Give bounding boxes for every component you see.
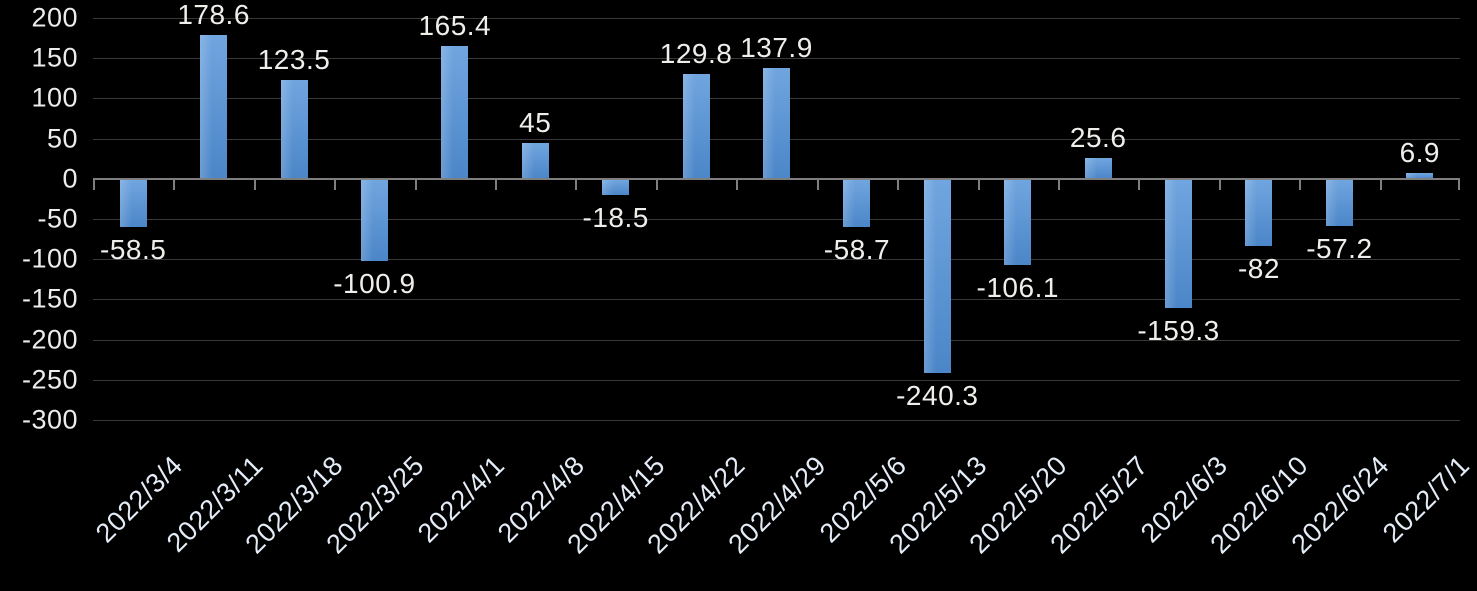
bar: [763, 67, 790, 179]
y-tick-label: -100: [21, 243, 78, 274]
bar: [1406, 173, 1434, 179]
axis-tick: [977, 179, 980, 190]
y-tick-label: 0: [62, 163, 78, 194]
bar: [602, 179, 630, 195]
axis-tick: [334, 179, 337, 190]
axis-tick: [173, 179, 176, 190]
y-tick-label: -200: [21, 324, 78, 355]
y-tick-label: -150: [21, 283, 78, 314]
bar: [1004, 179, 1032, 266]
y-tick-label: 50: [46, 123, 78, 154]
data-label: 129.8: [659, 38, 733, 70]
data-label: -100.9: [333, 267, 416, 299]
y-tick-label: 200: [31, 2, 78, 33]
gridline: [93, 339, 1460, 341]
axis-tick: [1057, 179, 1060, 190]
bar: [200, 35, 228, 179]
bar: [923, 179, 951, 373]
axis-tick: [1299, 179, 1302, 190]
x-tick-label: 2022/4/1: [411, 450, 511, 549]
data-label: -57.2: [1306, 232, 1373, 264]
data-label: -58.5: [100, 233, 167, 265]
gridline: [93, 420, 1460, 421]
bar: [521, 142, 549, 179]
axis-tick: [1379, 179, 1382, 190]
bar: [1245, 179, 1273, 246]
axis-tick: [93, 179, 95, 190]
axis-tick: [816, 179, 819, 190]
y-axis: 200 150 100 50 0 -50 -100 -150 -200 -250 -300: [0, 0, 78, 591]
y-tick-label: -300: [21, 404, 78, 435]
axis-tick: [1138, 179, 1141, 190]
data-label: 45: [519, 106, 552, 138]
data-label: -82: [1237, 252, 1280, 284]
bar: [1165, 179, 1193, 308]
axis-tick: [655, 179, 658, 190]
axis-tick: [1218, 179, 1221, 190]
gridline: [93, 58, 1460, 60]
axis-tick: [253, 179, 256, 190]
data-label: -240.3: [896, 380, 979, 411]
gridline: [93, 18, 1460, 19]
axis-tick: [897, 179, 900, 190]
bar: [1084, 158, 1112, 179]
gridline: [93, 379, 1460, 381]
axis-tick: [414, 179, 417, 190]
y-tick-label: 100: [31, 82, 78, 113]
axis-tick: [1458, 179, 1460, 190]
gridline: [93, 259, 1460, 261]
data-label: 25.6: [1069, 122, 1127, 154]
y-tick-label: -250: [21, 364, 78, 395]
data-label: -18.5: [582, 201, 649, 233]
x-axis-line: [93, 177, 1460, 180]
y-tick-label: 150: [31, 42, 78, 73]
bar: [441, 45, 469, 179]
data-label: -159.3: [1137, 314, 1220, 346]
bar: [119, 179, 147, 227]
bar: [843, 179, 871, 227]
data-label: -58.7: [823, 233, 891, 265]
data-label: 178.6: [177, 0, 250, 31]
data-label: -106.1: [976, 272, 1059, 304]
x-tick-label: 2022/7/1: [1376, 450, 1475, 549]
data-label: 6.9: [1399, 137, 1440, 169]
data-label: 165.4: [418, 9, 492, 41]
y-tick-label: -50: [37, 203, 78, 234]
axis-tick: [575, 179, 578, 190]
axis-tick: [736, 179, 739, 190]
gridline: [93, 219, 1460, 220]
bar: [682, 74, 710, 179]
plot-area: -58.5 2022/3/4 178.6 2022/3/11 123.5 2022/3/1…: [90, 0, 1475, 559]
data-label: 137.9: [740, 31, 813, 63]
bar: [280, 79, 308, 179]
axis-tick: [495, 179, 498, 190]
bar: [1325, 179, 1353, 226]
gridline: [93, 299, 1460, 301]
data-label: 123.5: [257, 43, 331, 75]
bar: [360, 179, 388, 261]
